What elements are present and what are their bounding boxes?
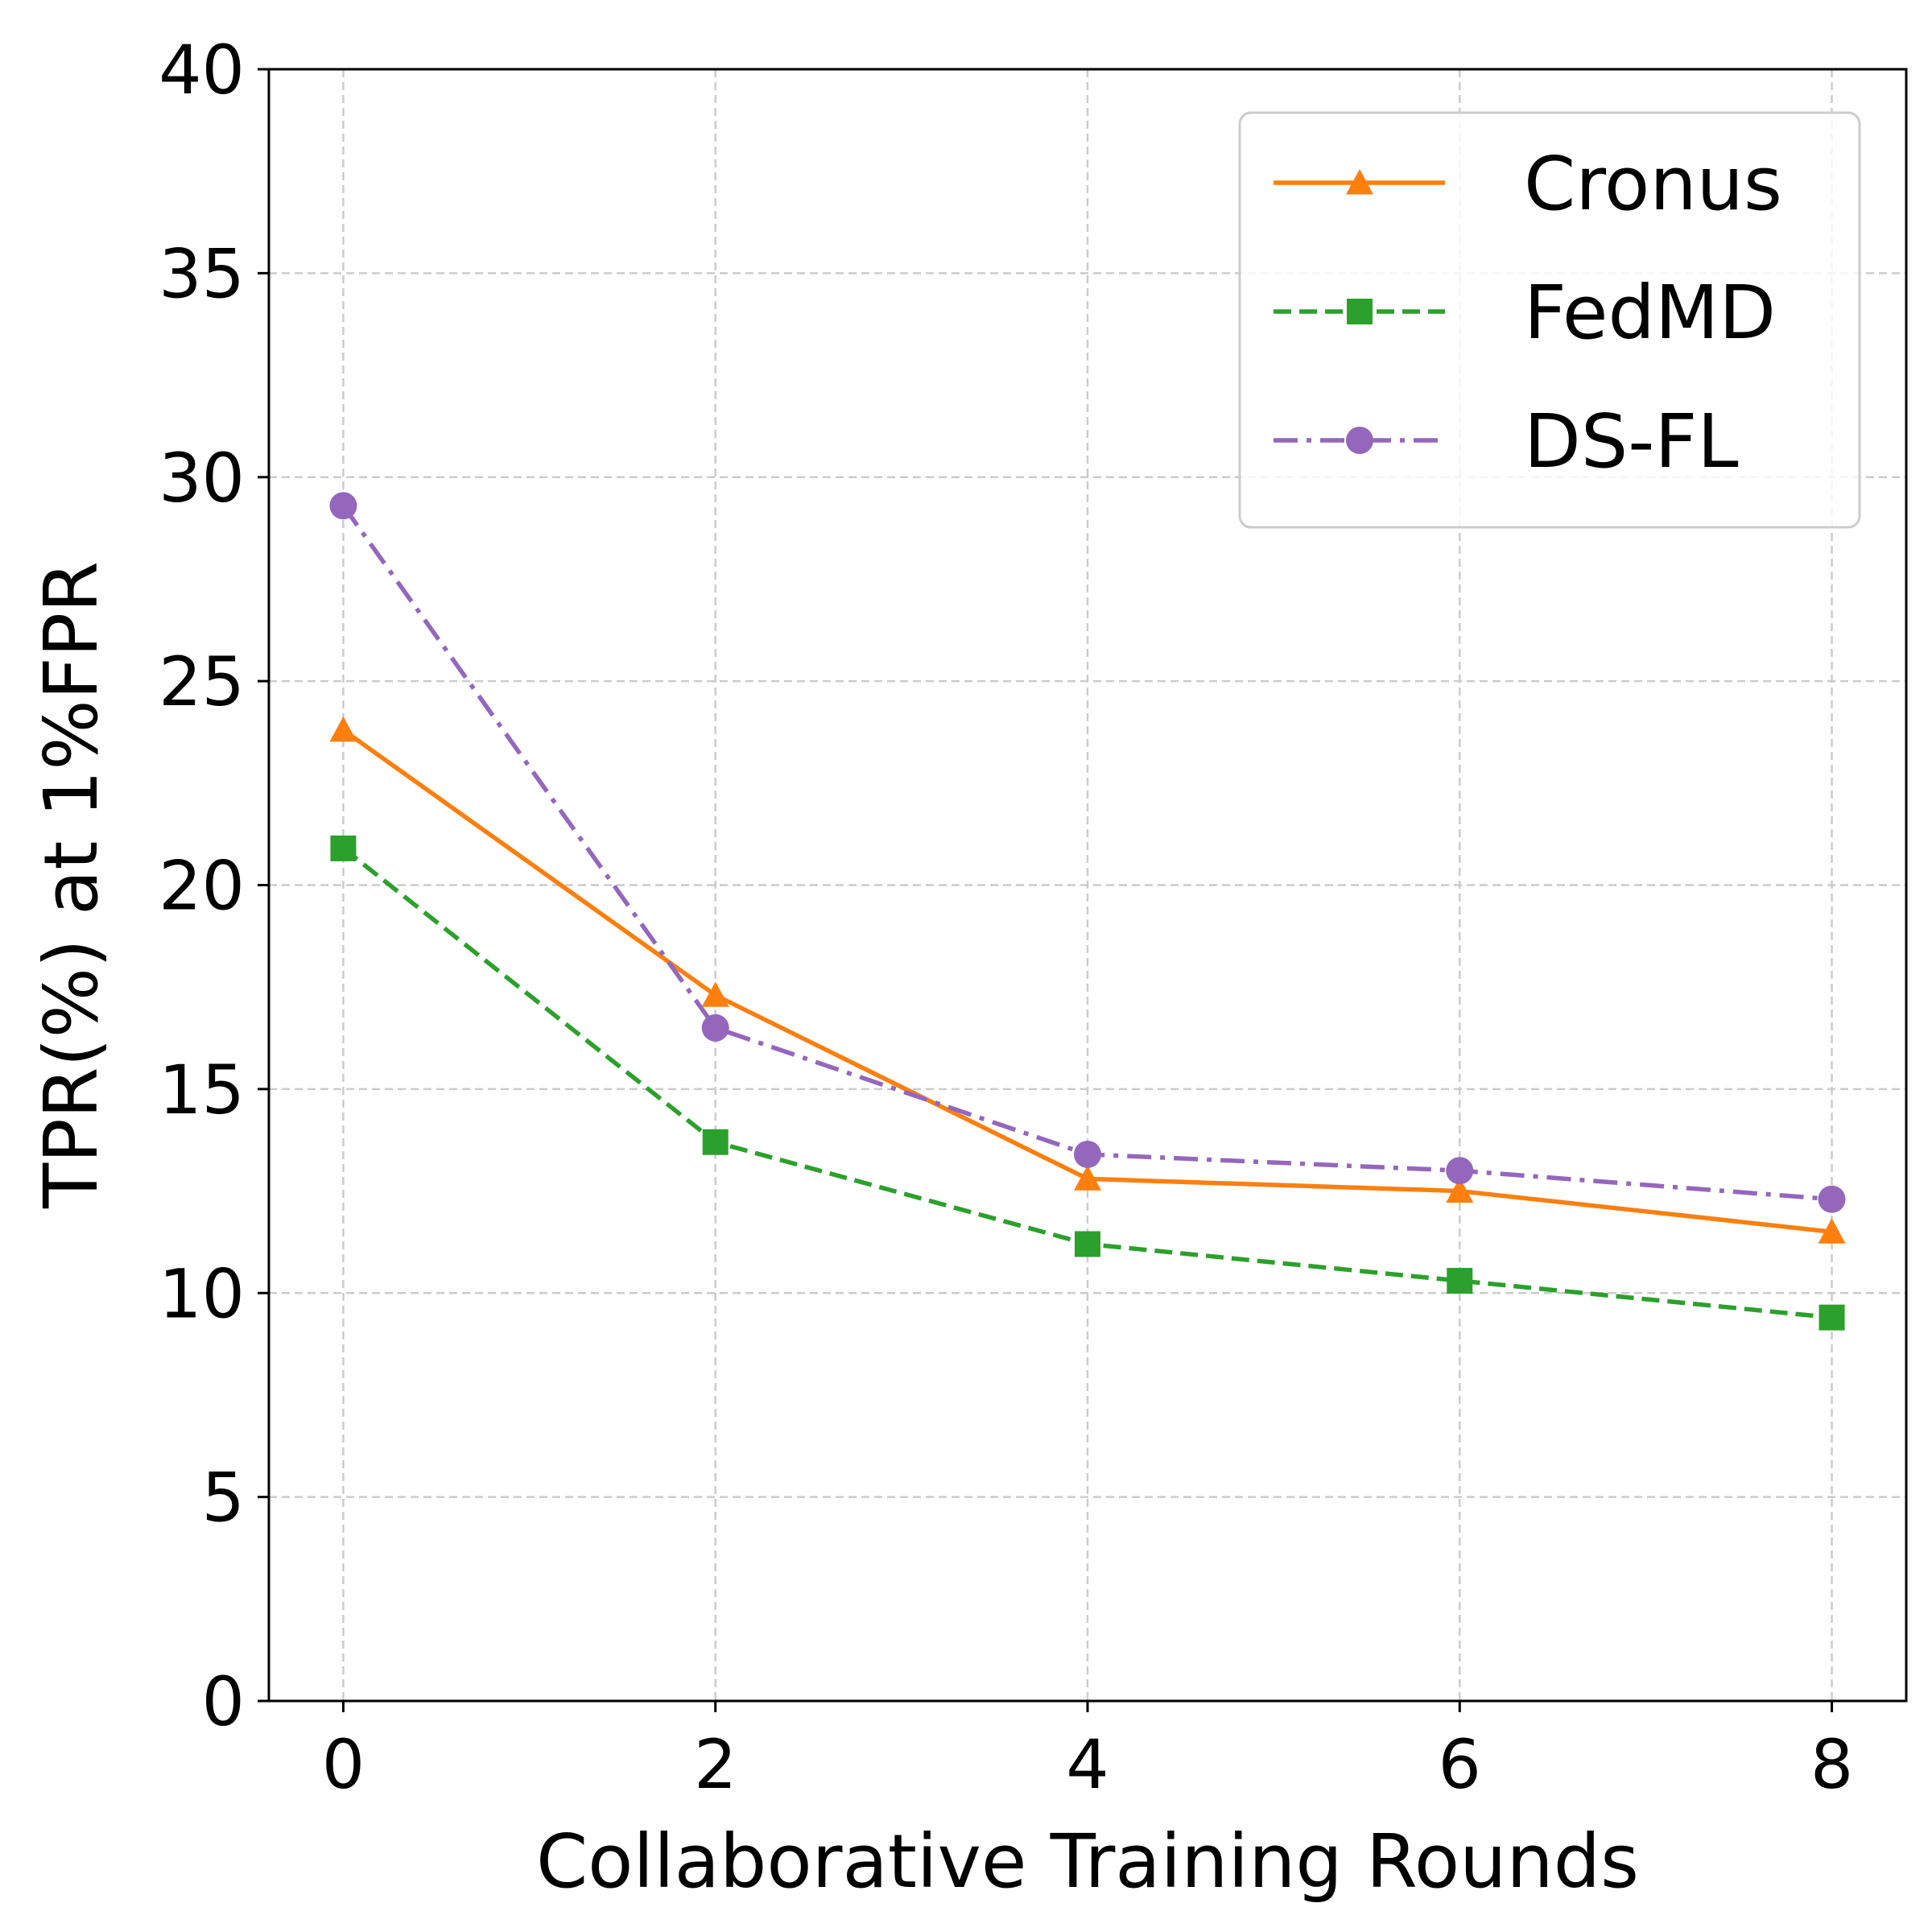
legend-label-ds-fl: DS-FL — [1524, 398, 1739, 485]
x-tick-label: 6 — [1439, 1725, 1481, 1804]
legend: Cronus FedMD DS-FL — [1238, 111, 1861, 529]
data-point-fedmd — [1818, 1304, 1845, 1331]
x-tick-label: 8 — [1810, 1725, 1853, 1804]
data-point-cronus — [1446, 1177, 1474, 1203]
data-point-ds-fl — [701, 1013, 729, 1042]
y-tick-label: 40 — [159, 31, 245, 109]
legend-item-fedmd: FedMD — [1274, 270, 1776, 356]
series-ds-fl — [329, 492, 1846, 1213]
data-point-fedmd — [330, 835, 357, 861]
y-tick-label: 15 — [159, 1051, 245, 1129]
y-tick-label: 0 — [202, 1662, 245, 1741]
legend-marker-cronus — [1346, 169, 1373, 195]
legend-label-cronus: Cronus — [1524, 141, 1782, 227]
y-tick-label: 35 — [159, 234, 245, 313]
series-layer — [329, 492, 1846, 1331]
data-point-cronus — [329, 716, 357, 742]
x-tick-label: 4 — [1066, 1725, 1108, 1804]
data-point-fedmd — [702, 1129, 729, 1155]
series-fedmd — [330, 835, 1845, 1331]
data-point-cronus — [1818, 1218, 1846, 1244]
y-tick-label: 25 — [159, 642, 245, 721]
data-point-fedmd — [1447, 1268, 1473, 1294]
data-point-ds-fl — [1818, 1185, 1846, 1213]
legend-label-fedmd: FedMD — [1524, 270, 1776, 356]
axis-ticks: 0 2 4 6 8 0 5 10 15 20 25 30 35 40 — [159, 31, 1853, 1804]
legend-frame — [1238, 111, 1861, 529]
series-cronus — [329, 716, 1846, 1244]
legend-item-ds-fl: DS-FL — [1274, 398, 1739, 485]
x-tick-label: 0 — [322, 1725, 365, 1804]
x-tick-label: 2 — [694, 1725, 737, 1804]
y-axis-title: TPR(%) at 1%FPR — [28, 561, 114, 1209]
legend-marker-ds-fl — [1346, 427, 1373, 454]
data-point-ds-fl — [329, 492, 357, 520]
y-tick-label: 10 — [159, 1254, 245, 1333]
data-point-fedmd — [1075, 1231, 1100, 1257]
y-tick-label: 5 — [202, 1459, 245, 1538]
data-point-cronus — [1074, 1165, 1101, 1191]
legend-marker-fedmd — [1347, 299, 1373, 324]
data-point-ds-fl — [1074, 1140, 1101, 1168]
y-tick-label: 30 — [159, 439, 245, 518]
x-axis-title: Collaborative Training Rounds — [536, 1818, 1639, 1905]
series-line-ds-fl — [341, 504, 1832, 1202]
legend-item-cronus: Cronus — [1274, 141, 1782, 227]
data-point-cronus — [701, 981, 729, 1007]
data-point-ds-fl — [1446, 1157, 1474, 1185]
y-tick-label: 20 — [159, 847, 245, 926]
